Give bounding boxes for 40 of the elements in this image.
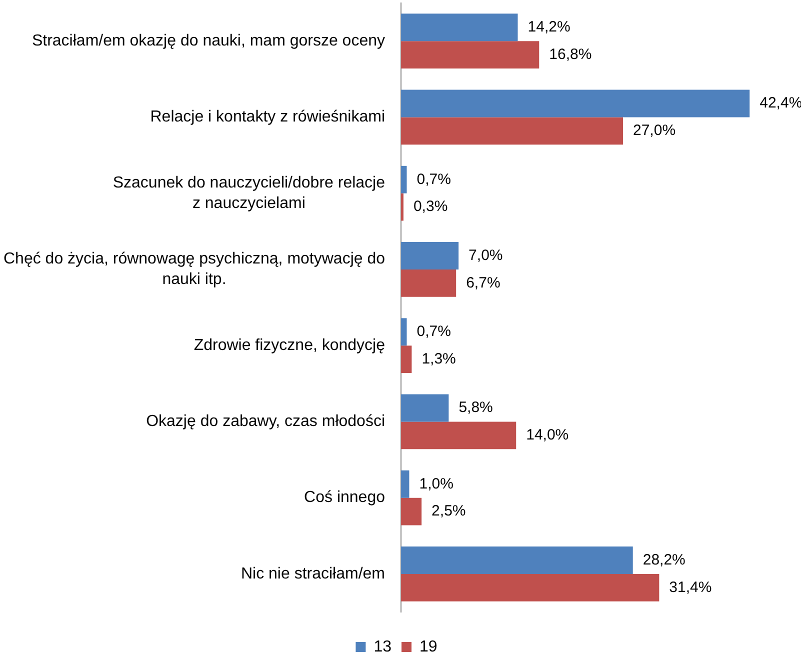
data-label: 28,2% [642, 551, 686, 568]
bar [401, 470, 410, 498]
y-tick-label: Zdrowie fizyczne, kondycję [194, 336, 386, 354]
data-label: 14,2% [528, 18, 570, 36]
data-label: 5,8% [458, 399, 493, 416]
data-label: 31,4% [669, 578, 712, 596]
bar [401, 269, 456, 297]
data-label: 27,0% [633, 122, 676, 140]
y-tick-label: Okazję do zabawy, czas młodości [146, 413, 386, 430]
bar [401, 166, 407, 194]
y-tick-label: Szacunek do nauczycieli/dobre relacje z nauczycielami [112, 174, 386, 212]
bar [401, 346, 412, 373]
bar [401, 318, 407, 346]
bar [401, 242, 459, 270]
bar [401, 546, 633, 574]
bar [401, 14, 518, 42]
y-tick-label: Nic nie straciłam/em [240, 565, 385, 582]
bar [401, 117, 623, 145]
data-label: 0,7% [416, 170, 451, 188]
data-label: 1,3% [422, 350, 456, 368]
y-tick-label: Straciłam/em okazję do nauki, mam gorsze oceny [32, 32, 386, 50]
bar [401, 394, 449, 422]
bar [401, 422, 516, 450]
data-label: 6,7% [466, 274, 500, 292]
y-tick-label: Coś innego [304, 489, 386, 506]
data-label: 14,0% [526, 426, 569, 444]
bar [401, 41, 540, 68]
y-tick-label: Chęć do życia, równowagę psychiczną, motywację do nauki itp. [3, 250, 386, 288]
data-label: 0,3% [413, 198, 448, 216]
data-label: 16,8% [549, 46, 592, 63]
legend-label: 13 [374, 638, 392, 656]
data-label: 0,7% [416, 323, 451, 340]
data-label: 2,5% [432, 502, 466, 520]
bar [401, 574, 660, 602]
data-label: 7,0% [468, 246, 503, 264]
data-label: 1,0% [419, 475, 454, 492]
legend-label: 19 [420, 638, 438, 656]
bar [401, 90, 750, 118]
y-tick-label: Relacje i kontakty z rówieśnikami [150, 108, 385, 126]
bar [401, 498, 422, 526]
